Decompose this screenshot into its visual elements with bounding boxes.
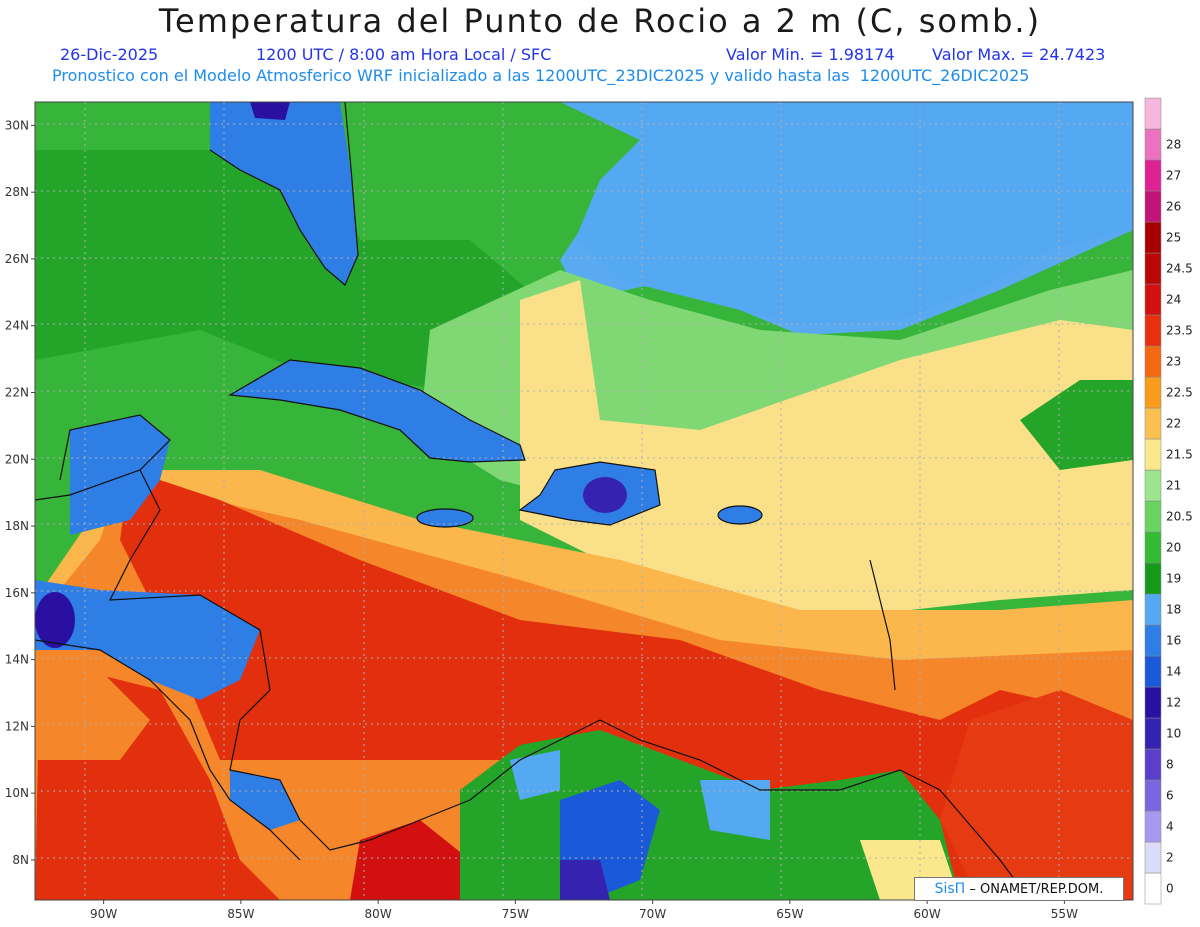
colorbar-label: 24.5 bbox=[1166, 262, 1193, 276]
colorbar: 024681012141618192020.52121.52222.52323.… bbox=[1144, 97, 1193, 905]
colorbar-swatch bbox=[1144, 562, 1162, 595]
colorbar-label: 12 bbox=[1166, 696, 1181, 710]
colorbar-swatch bbox=[1144, 438, 1162, 471]
colorbar-label: 27 bbox=[1166, 169, 1181, 183]
colorbar-swatch bbox=[1144, 779, 1162, 812]
lat-label: 12N bbox=[5, 719, 29, 733]
colorbar-swatch bbox=[1144, 128, 1162, 161]
cuba-land bbox=[230, 360, 525, 462]
valid-date: 26-Dic-2025 bbox=[60, 45, 159, 64]
lat-label: 30N bbox=[5, 118, 29, 132]
colorbar-label: 20.5 bbox=[1166, 510, 1193, 524]
lat-label: 20N bbox=[5, 452, 29, 466]
model-description: Pronostico con el Modelo Atmosferico WRF… bbox=[52, 66, 1030, 85]
colorbar-label: 19 bbox=[1166, 572, 1181, 586]
colorbar-swatch bbox=[1144, 624, 1162, 657]
colorbar-swatch bbox=[1144, 686, 1162, 719]
colorbar-label: 20 bbox=[1166, 541, 1181, 555]
dewpoint-field bbox=[35, 102, 1133, 900]
lat-label: 28N bbox=[5, 185, 29, 199]
map-title: Temperatura del Punto de Rocio a 2 m (C,… bbox=[158, 2, 1042, 40]
grid bbox=[35, 102, 1133, 900]
florida-land bbox=[210, 102, 358, 285]
longitude-labels: 90W 85W 80W 75W 70W 65W 60W 55W bbox=[90, 900, 1078, 921]
lat-label: 10N bbox=[5, 786, 29, 800]
colorbar-label: 22 bbox=[1166, 417, 1181, 431]
colorbar-swatch bbox=[1144, 97, 1162, 130]
colorbar-swatch bbox=[1144, 810, 1162, 843]
lat-label: 18N bbox=[5, 519, 29, 533]
lon-label: 80W bbox=[365, 907, 392, 921]
colorbar-swatch bbox=[1144, 717, 1162, 750]
colorbar-swatch bbox=[1144, 748, 1162, 781]
colorbar-swatch bbox=[1144, 376, 1162, 409]
sispi-logo: SisΠ bbox=[934, 881, 966, 897]
yucatan-land bbox=[70, 415, 170, 535]
lon-label: 70W bbox=[639, 907, 666, 921]
lat-label: 16N bbox=[5, 586, 29, 600]
colorbar-swatch bbox=[1144, 500, 1162, 533]
colorbar-swatch bbox=[1144, 252, 1162, 285]
colorbar-label: 16 bbox=[1166, 634, 1181, 648]
colorbar-label: 21 bbox=[1166, 479, 1181, 493]
plot-frame bbox=[34, 101, 1134, 901]
colorbar-label: 6 bbox=[1166, 789, 1174, 803]
colorbar-label: 21.5 bbox=[1166, 448, 1193, 462]
colorbar-label: 24 bbox=[1166, 293, 1181, 307]
lon-label: 75W bbox=[502, 907, 529, 921]
colorbar-swatch bbox=[1144, 872, 1162, 905]
colorbar-label: 23.5 bbox=[1166, 324, 1193, 338]
colorbar-label: 23 bbox=[1166, 355, 1181, 369]
min-value: Valor Min. = 1.98174 bbox=[726, 45, 895, 64]
lon-label: 65W bbox=[776, 907, 803, 921]
coastlines bbox=[34, 101, 1031, 901]
colorbar-swatch bbox=[1144, 593, 1162, 626]
credit-box: SisΠ – ONAMET/REP.DOM. bbox=[914, 877, 1124, 901]
colorbar-swatch bbox=[1144, 190, 1162, 223]
colorbar-swatch bbox=[1144, 655, 1162, 688]
colorbar-swatch bbox=[1144, 531, 1162, 564]
lon-label: 60W bbox=[914, 907, 941, 921]
colorbar-swatch bbox=[1144, 841, 1162, 874]
colorbar-swatch bbox=[1144, 283, 1162, 316]
puerto-rico-land bbox=[718, 506, 762, 524]
credit-text: – ONAMET/REP.DOM. bbox=[965, 882, 1104, 897]
colorbar-label: 2 bbox=[1166, 851, 1174, 865]
colorbar-label: 26 bbox=[1166, 200, 1181, 214]
jamaica-land bbox=[417, 509, 473, 527]
lon-label: 85W bbox=[227, 907, 254, 921]
colorbar-swatch bbox=[1144, 314, 1162, 347]
colorbar-swatch bbox=[1144, 469, 1162, 502]
lon-label: 55W bbox=[1051, 907, 1078, 921]
central-america-land bbox=[35, 580, 260, 700]
colorbar-swatch bbox=[1144, 345, 1162, 378]
latitude-labels: 8N 10N 12N 14N 16N 18N 20N 22N 24N 26N 28N 30N bbox=[5, 118, 35, 867]
colorbar-label: 10 bbox=[1166, 727, 1181, 741]
colorbar-label: 0 bbox=[1166, 882, 1174, 896]
lat-label: 26N bbox=[5, 252, 29, 266]
colorbar-swatch bbox=[1144, 221, 1162, 254]
colorbar-swatch bbox=[1144, 159, 1162, 192]
colorbar-label: 25 bbox=[1166, 231, 1181, 245]
valid-time: 1200 UTC / 8:00 am Hora Local / SFC bbox=[256, 45, 552, 64]
colorbar-label: 28 bbox=[1166, 138, 1181, 152]
colorbar-label: 4 bbox=[1166, 820, 1174, 834]
colorbar-label: 18 bbox=[1166, 603, 1181, 617]
lon-label: 90W bbox=[90, 907, 117, 921]
colorbar-label: 22.5 bbox=[1166, 386, 1193, 400]
lat-label: 14N bbox=[5, 653, 29, 667]
lat-label: 8N bbox=[12, 853, 29, 867]
lat-label: 24N bbox=[5, 319, 29, 333]
lat-label: 22N bbox=[5, 385, 29, 399]
colorbar-label: 8 bbox=[1166, 758, 1174, 772]
colorbar-label: 14 bbox=[1166, 665, 1181, 679]
max-value: Valor Max. = 24.7423 bbox=[932, 45, 1106, 64]
colorbar-swatch bbox=[1144, 407, 1162, 440]
